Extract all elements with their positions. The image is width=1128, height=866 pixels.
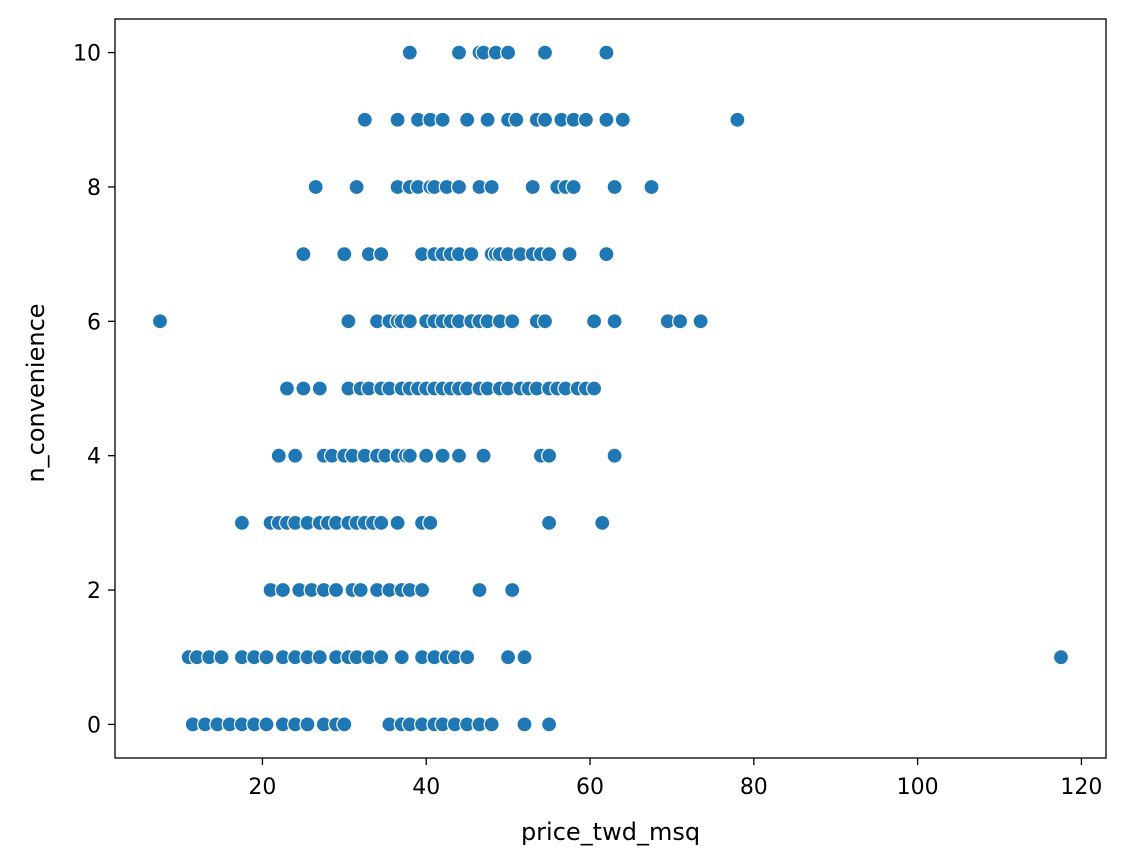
data-point <box>504 313 521 330</box>
data-point <box>598 246 615 263</box>
data-point <box>151 313 169 330</box>
data-point <box>295 380 312 397</box>
data-point <box>643 178 660 196</box>
data-point <box>524 178 541 196</box>
data-point <box>692 313 709 330</box>
data-point <box>540 514 558 532</box>
data-point <box>328 581 345 599</box>
data-point <box>434 111 451 128</box>
data-point <box>373 246 390 263</box>
data-point <box>516 716 533 733</box>
data-point <box>450 447 468 464</box>
data-point <box>1052 649 1070 666</box>
data-point <box>258 716 275 733</box>
x-tick-label: 40 <box>412 775 440 800</box>
data-point <box>287 447 304 464</box>
data-point <box>373 514 390 532</box>
data-point <box>401 447 418 464</box>
data-point <box>606 447 623 464</box>
y-axis-label: n_convenience <box>22 303 50 482</box>
data-point <box>356 111 373 128</box>
x-tick-label: 100 <box>897 775 939 800</box>
data-point <box>540 246 558 263</box>
data-point <box>434 447 451 464</box>
data-point <box>606 178 623 196</box>
data-point <box>270 447 287 464</box>
points-layer <box>151 44 1070 733</box>
data-point <box>594 514 611 532</box>
data-point <box>295 246 312 263</box>
y-tick-label: 10 <box>73 42 101 67</box>
data-point <box>540 716 558 733</box>
data-point <box>475 447 492 464</box>
data-point <box>516 649 533 666</box>
data-point <box>606 313 623 330</box>
data-point <box>401 313 418 330</box>
data-point <box>598 44 615 61</box>
data-point <box>340 313 357 330</box>
data-point <box>348 178 365 196</box>
y-tick-label: 8 <box>87 176 101 201</box>
data-point <box>307 178 324 196</box>
data-point <box>585 380 603 397</box>
x-tick-label: 120 <box>1060 775 1102 800</box>
data-point <box>213 649 230 666</box>
data-point <box>508 111 525 128</box>
data-point <box>414 581 431 599</box>
data-point <box>479 111 496 128</box>
data-point <box>418 447 435 464</box>
data-point <box>536 44 554 61</box>
data-point <box>336 246 353 263</box>
data-point <box>389 514 406 532</box>
data-point <box>274 581 291 599</box>
x-axis-label: price_twd_msq <box>521 818 700 846</box>
data-point <box>258 649 275 666</box>
data-point <box>598 111 615 128</box>
data-point <box>561 246 578 263</box>
data-point <box>278 380 296 397</box>
data-point <box>401 44 418 61</box>
y-tick-label: 6 <box>87 310 101 335</box>
data-point <box>483 178 500 196</box>
data-point <box>483 716 500 733</box>
data-point <box>463 246 480 263</box>
data-point <box>577 111 595 128</box>
data-point <box>614 111 631 128</box>
plot-frame <box>114 18 1107 759</box>
x-tick-label: 80 <box>740 775 768 800</box>
data-point <box>450 44 468 61</box>
x-tick-label: 60 <box>576 775 604 800</box>
data-point <box>459 111 476 128</box>
data-point <box>373 649 390 666</box>
x-axis: 20 40 60 80 100 120 <box>248 758 1102 800</box>
data-point <box>500 44 517 61</box>
data-point <box>536 111 554 128</box>
y-tick-label: 2 <box>87 579 101 604</box>
data-point <box>459 649 476 666</box>
data-point <box>389 111 406 128</box>
data-point <box>504 581 521 599</box>
data-point <box>471 581 488 599</box>
data-point <box>336 716 353 733</box>
data-point <box>729 111 746 128</box>
data-point <box>585 313 603 330</box>
y-axis: 0 2 4 6 8 10 <box>73 42 115 738</box>
data-point <box>352 581 369 599</box>
data-point <box>540 447 558 464</box>
data-point <box>536 313 554 330</box>
data-point <box>450 178 468 196</box>
data-point <box>671 313 689 330</box>
data-point <box>565 178 582 196</box>
data-point <box>311 649 328 666</box>
data-point <box>233 514 250 532</box>
x-tick-label: 20 <box>248 775 276 800</box>
data-point <box>500 649 517 666</box>
data-point <box>393 649 410 666</box>
data-point <box>299 716 316 733</box>
y-tick-label: 4 <box>87 445 101 470</box>
data-point <box>422 514 439 532</box>
y-tick-label: 0 <box>87 713 101 738</box>
data-point <box>311 380 328 397</box>
